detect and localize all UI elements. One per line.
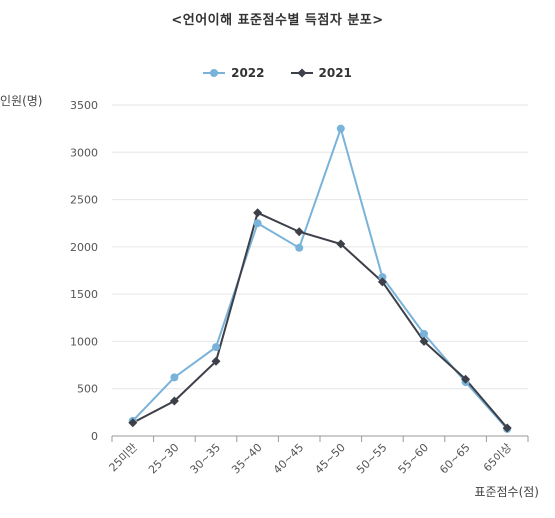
x-tick-label: 55~60 bbox=[396, 441, 432, 477]
y-tick-label: 2500 bbox=[70, 194, 98, 207]
y-tick-label: 3500 bbox=[70, 99, 98, 112]
y-tick-label: 1000 bbox=[70, 335, 98, 348]
x-tick-label: 30~35 bbox=[188, 441, 224, 477]
x-tick-label: 45~50 bbox=[312, 441, 348, 477]
y-axis-label: 인원(명) bbox=[0, 94, 43, 108]
x-axis-label: 표준점수(점) bbox=[474, 485, 539, 499]
x-tick-label: 25미만 bbox=[107, 441, 140, 474]
y-tick-label: 0 bbox=[91, 430, 98, 443]
legend-item-2021[interactable]: 2021 bbox=[290, 66, 352, 80]
legend-marker-2021 bbox=[290, 68, 313, 78]
data-point-2022[interactable] bbox=[420, 329, 428, 338]
x-tick-label: 35~40 bbox=[229, 441, 265, 477]
x-tick-label: 40~45 bbox=[271, 441, 307, 477]
x-tick-label: 50~55 bbox=[354, 441, 390, 477]
data-point-2021[interactable] bbox=[419, 336, 429, 346]
series-line-2021 bbox=[132, 211, 508, 429]
y-tick-labels: 0 500 1000 1500 2000 2500 3000 3500 bbox=[70, 99, 98, 443]
data-point-2021[interactable] bbox=[294, 227, 304, 237]
data-point-2021[interactable] bbox=[211, 356, 221, 366]
x-tick-label: 65이상 bbox=[481, 441, 514, 474]
series-group bbox=[128, 124, 512, 433]
data-point-2022[interactable] bbox=[295, 243, 304, 252]
data-point-2021[interactable] bbox=[169, 396, 179, 406]
data-point-2021[interactable] bbox=[128, 418, 138, 428]
y-tick-label: 3000 bbox=[70, 146, 98, 159]
data-point-2022[interactable] bbox=[378, 273, 387, 282]
legend-marker-2022 bbox=[203, 69, 226, 77]
x-tick-label: 60~65 bbox=[437, 441, 473, 477]
data-point-2021[interactable] bbox=[336, 239, 346, 249]
data-point-2022[interactable] bbox=[170, 373, 179, 382]
x-tick-labels: 25미만 25~30 30~35 35~40 40~45 45~50 50~55 55~60 6… bbox=[107, 436, 529, 477]
data-point-2021[interactable] bbox=[253, 208, 263, 218]
chart-title: <언어이해 표준점수별 득점자 분포> bbox=[171, 13, 384, 28]
y-tick-label: 2000 bbox=[70, 241, 98, 254]
y-tick-label: 1500 bbox=[70, 288, 98, 301]
data-point-2021[interactable] bbox=[502, 423, 512, 433]
legend-label-2022: 2022 bbox=[231, 66, 265, 80]
data-point-2021[interactable] bbox=[461, 374, 471, 384]
data-point-2022[interactable] bbox=[212, 343, 220, 352]
data-point-2022[interactable] bbox=[336, 124, 345, 133]
x-tick-label: 25~30 bbox=[146, 441, 182, 477]
data-point-2022[interactable] bbox=[253, 219, 262, 228]
legend-label-2021: 2021 bbox=[318, 66, 352, 80]
series-line-2022 bbox=[132, 125, 508, 430]
grid-lines bbox=[112, 104, 528, 437]
data-point-2021[interactable] bbox=[377, 277, 387, 287]
y-tick-label: 500 bbox=[77, 383, 98, 396]
legend: 2022 2021 bbox=[0, 66, 555, 80]
legend-item-2022[interactable]: 2022 bbox=[203, 66, 265, 80]
